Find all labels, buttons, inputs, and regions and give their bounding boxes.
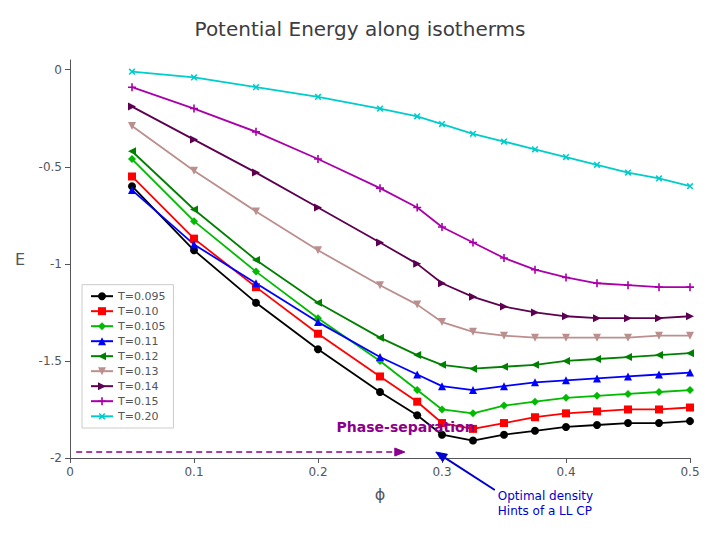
svg-text:0.3: 0.3	[432, 465, 451, 479]
svg-text:Potential Energy along isother: Potential Energy along isotherms	[195, 17, 526, 41]
svg-text:T=0.10: T=0.10	[117, 305, 158, 318]
svg-text:Optimal density: Optimal density	[498, 489, 593, 503]
svg-text:T=0.12: T=0.12	[117, 350, 158, 363]
svg-text:0.5: 0.5	[680, 465, 699, 479]
svg-text:T=0.105: T=0.105	[117, 320, 165, 333]
svg-text:T=0.095: T=0.095	[117, 290, 165, 303]
svg-text:0: 0	[66, 465, 74, 479]
svg-text:-1: -1	[50, 257, 62, 271]
svg-text:E: E	[15, 250, 25, 269]
svg-text:T=0.14: T=0.14	[117, 380, 158, 393]
svg-text:0.1: 0.1	[184, 465, 203, 479]
svg-text:T=0.15: T=0.15	[117, 395, 158, 408]
svg-text:Phase-separation: Phase-separation	[337, 419, 475, 435]
svg-text:0: 0	[54, 63, 62, 77]
svg-text:0.2: 0.2	[308, 465, 327, 479]
svg-text:T=0.13: T=0.13	[117, 365, 158, 378]
svg-text:ϕ: ϕ	[375, 485, 386, 504]
svg-text:-1.5: -1.5	[39, 354, 62, 368]
svg-text:-0.5: -0.5	[39, 160, 62, 174]
svg-text:Hints of a LL CP: Hints of a LL CP	[498, 504, 592, 518]
svg-text:-2: -2	[50, 451, 62, 465]
svg-text:T=0.11: T=0.11	[117, 335, 158, 348]
svg-text:0.4: 0.4	[556, 465, 575, 479]
svg-text:T=0.20: T=0.20	[117, 410, 158, 423]
